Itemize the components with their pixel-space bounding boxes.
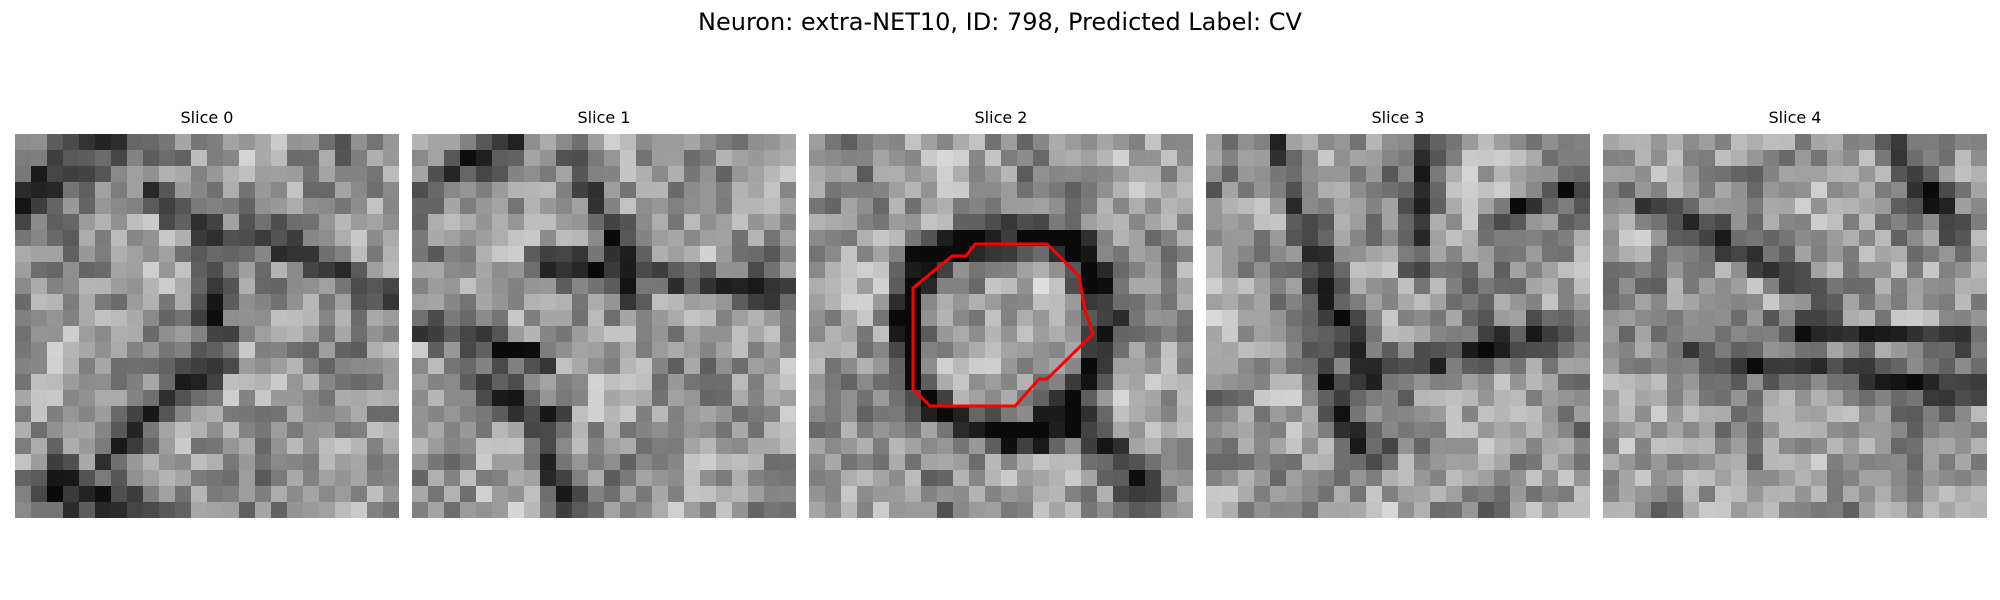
- slice-title: Slice 3: [1371, 108, 1425, 127]
- slice-image: [809, 134, 1193, 518]
- slice-title: Slice 2: [974, 108, 1028, 127]
- slice-panel-3: Slice 3: [1206, 108, 1590, 518]
- slice-panel-2: Slice 2: [809, 108, 1193, 518]
- slice-image: [412, 134, 796, 518]
- slice-title: Slice 4: [1768, 108, 1822, 127]
- figure-title: Neuron: extra-NET10, ID: 798, Predicted …: [698, 8, 1302, 36]
- slice-title: Slice 1: [577, 108, 631, 127]
- slice-image: [15, 134, 399, 518]
- slice-panel-0: Slice 0: [15, 108, 399, 518]
- slice-panel-4: Slice 4: [1603, 108, 1987, 518]
- slice-title: Slice 0: [180, 108, 234, 127]
- slice-image: [1603, 134, 1987, 518]
- slice-panel-1: Slice 1: [412, 108, 796, 518]
- slice-image: [1206, 134, 1590, 518]
